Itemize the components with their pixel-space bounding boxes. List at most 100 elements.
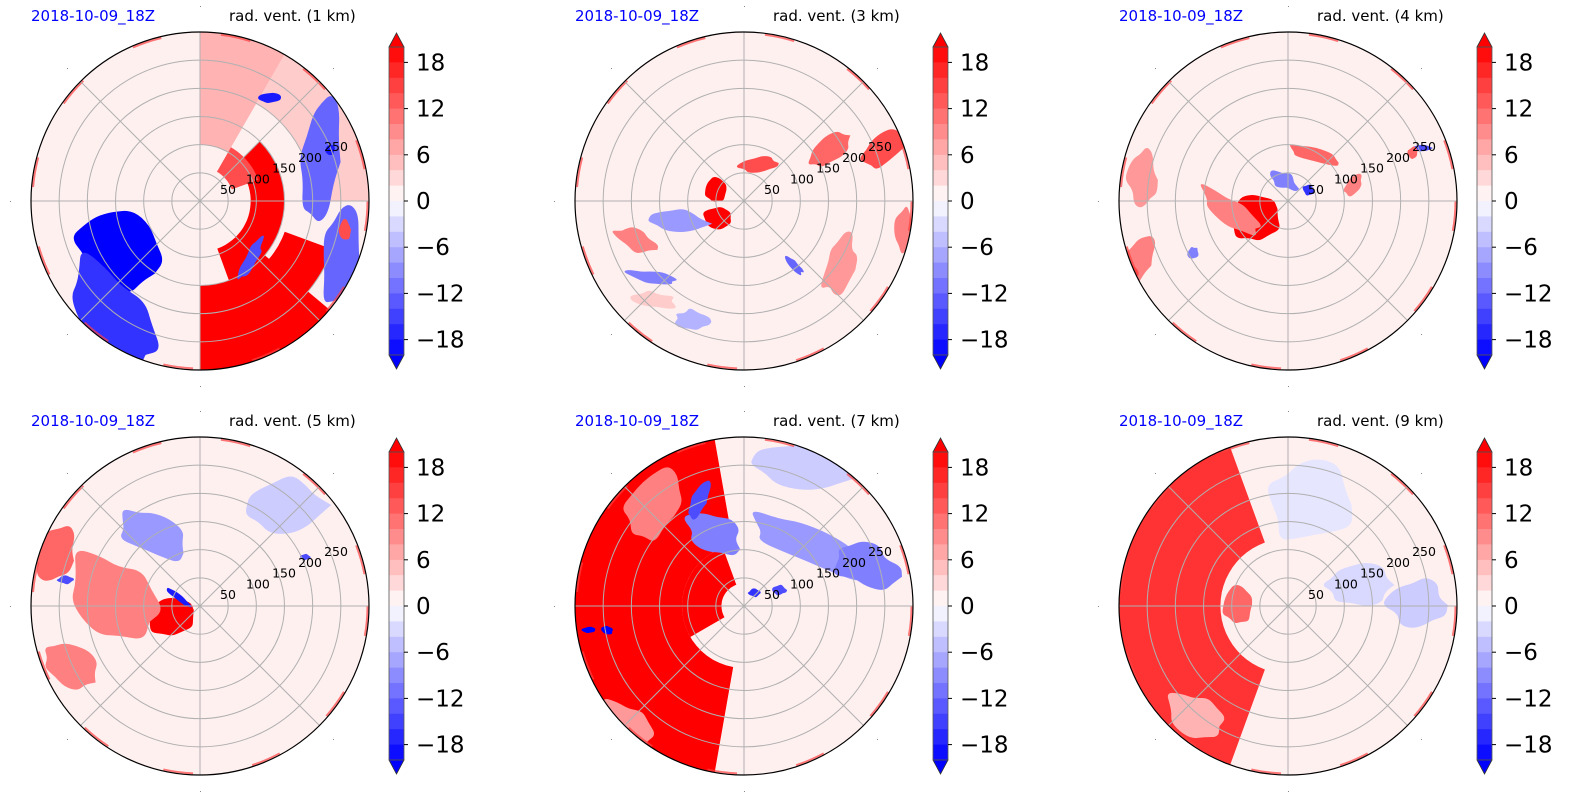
colorbar-tick-label: −12 bbox=[1504, 281, 1553, 307]
azimuth-line bbox=[80, 486, 201, 607]
outbound-region bbox=[612, 227, 659, 253]
colorbar-band bbox=[933, 93, 948, 110]
colorbar-band bbox=[1477, 559, 1492, 576]
colorbar-band bbox=[1477, 139, 1492, 156]
colorbar-band bbox=[389, 713, 404, 730]
colorbar-band bbox=[389, 278, 404, 294]
colorbar-band bbox=[389, 513, 404, 530]
colorbar-band bbox=[1477, 636, 1492, 653]
colorbar-band bbox=[933, 339, 948, 356]
axis-tick-dot bbox=[611, 68, 612, 69]
colorbar-extend-max bbox=[1476, 437, 1493, 453]
colorbar-tick-label: 6 bbox=[1504, 143, 1519, 169]
colorbar-band bbox=[933, 606, 948, 622]
azimuth-line bbox=[80, 200, 201, 321]
colorbar-tick-label: 18 bbox=[960, 455, 989, 481]
colorbar-band bbox=[933, 559, 948, 576]
colorbar-tick-label: −18 bbox=[1504, 733, 1553, 759]
axis-tick-dot bbox=[333, 334, 334, 335]
colorbar-band bbox=[1477, 339, 1492, 356]
colorbar-extend-max bbox=[388, 437, 405, 453]
axis-tick-dot bbox=[200, 791, 201, 792]
colorbar-band bbox=[389, 590, 404, 607]
range-ring-label: 150 bbox=[1360, 161, 1384, 176]
range-ring-label: 100 bbox=[790, 576, 814, 591]
colorbar-band bbox=[933, 216, 948, 233]
colorbar-band bbox=[389, 216, 404, 233]
colorbar-band bbox=[1477, 498, 1492, 515]
colorbar-band bbox=[933, 124, 948, 140]
colorbar-tick-label: −6 bbox=[416, 235, 450, 261]
colorbar-tick-label: −12 bbox=[416, 281, 465, 307]
range-ring-label: 150 bbox=[816, 566, 840, 581]
panel-3: 2018-10-09_18Z rad. vent. (4 km) 50 100 150 2… bbox=[1088, 0, 1575, 404]
date-label: 2018-10-09_18Z bbox=[1119, 412, 1244, 430]
colorbar-band bbox=[933, 713, 948, 730]
colorbar-band bbox=[1477, 108, 1492, 125]
range-ring-label: 50 bbox=[220, 587, 236, 602]
colorbar-band bbox=[933, 62, 948, 79]
colorbar-band bbox=[933, 590, 948, 607]
colorbar-extend-min bbox=[388, 354, 405, 370]
axis-tick-dot bbox=[200, 386, 201, 387]
colorbar-tick-label: 0 bbox=[416, 594, 431, 620]
colorbar-band bbox=[389, 744, 404, 761]
outbound-region bbox=[1167, 692, 1225, 739]
axis-tick-dot bbox=[611, 473, 612, 474]
axis-tick-dot bbox=[554, 201, 555, 202]
axis-tick-dot bbox=[877, 739, 878, 740]
colorbar-extend-min bbox=[1476, 354, 1493, 370]
colorbar-tick-label: −18 bbox=[1504, 328, 1553, 354]
panel-6: 2018-10-09_18Z rad. vent. (9 km) 50 100 150 2… bbox=[1088, 405, 1575, 809]
colorbar-band bbox=[1477, 93, 1492, 110]
colorbar-band bbox=[933, 513, 948, 530]
plot-boundary bbox=[30, 31, 370, 371]
axis-tick-dot bbox=[200, 411, 201, 412]
colorbar-band bbox=[389, 683, 404, 699]
azimuth-line bbox=[1287, 486, 1408, 607]
colorbar-band bbox=[933, 683, 948, 699]
range-ring-label: 200 bbox=[1386, 150, 1410, 165]
colorbar-band bbox=[1477, 744, 1492, 761]
plot-boundary bbox=[574, 31, 914, 371]
azimuth-line bbox=[1287, 200, 1408, 321]
axis-tick-dot bbox=[554, 606, 555, 607]
colorbar-band bbox=[1477, 47, 1492, 63]
colorbar-band bbox=[389, 293, 404, 310]
colorbar-band bbox=[933, 262, 948, 279]
colorbar-band bbox=[933, 575, 948, 592]
colorbar-tick-label: 18 bbox=[1504, 455, 1533, 481]
azimuth-line bbox=[80, 81, 201, 202]
axis-tick-dot bbox=[200, 6, 201, 7]
colorbar-band bbox=[933, 139, 948, 156]
colorbar-band bbox=[933, 170, 948, 187]
colorbar-extend-min bbox=[932, 354, 949, 370]
colorbar-band bbox=[389, 77, 404, 94]
date-label: 2018-10-09_18Z bbox=[575, 7, 700, 25]
colorbar-band bbox=[1477, 590, 1492, 607]
colorbar-tick-label: 12 bbox=[416, 502, 445, 528]
axis-tick-dot bbox=[10, 201, 11, 202]
colorbar-band bbox=[933, 621, 948, 638]
colorbar-band bbox=[933, 278, 948, 294]
range-ring-label: 200 bbox=[298, 555, 322, 570]
inbound-region bbox=[258, 92, 281, 103]
colorbar-band bbox=[933, 652, 948, 669]
axis-tick-dot bbox=[10, 606, 11, 607]
range-ring-label: 50 bbox=[764, 182, 780, 197]
panel-title: rad. vent. (7 km) bbox=[773, 412, 900, 430]
range-ring-label: 100 bbox=[246, 171, 270, 186]
colorbar-tick-label: −12 bbox=[416, 686, 465, 712]
colorbar-band bbox=[1477, 278, 1492, 294]
outbound-region bbox=[860, 129, 910, 169]
colorbar-band bbox=[389, 201, 404, 217]
range-ring-label: 200 bbox=[842, 555, 866, 570]
colorbar-band bbox=[389, 154, 404, 171]
azimuth-line bbox=[199, 605, 320, 726]
axis-tick-dot bbox=[333, 739, 334, 740]
colorbar-band bbox=[389, 482, 404, 499]
date-label: 2018-10-09_18Z bbox=[1119, 7, 1244, 25]
azimuth-line bbox=[624, 81, 745, 202]
panel-5: 2018-10-09_18Z rad. vent. (7 km) 50 100 150 2… bbox=[544, 405, 1084, 809]
